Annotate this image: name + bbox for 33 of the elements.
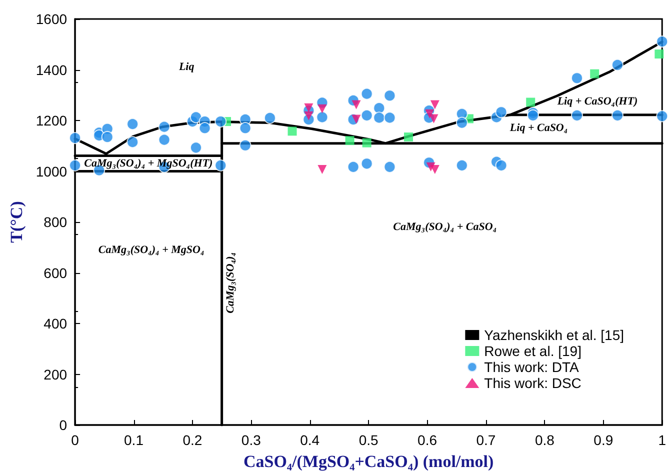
x-tick-label: 0 [71,432,80,448]
y-tick-label: 0 [59,417,68,433]
annotation: CaMg₃(SO₄)₄ [224,252,237,314]
x-tick-label: 0.3 [241,432,262,448]
x-axis-title: CaSO₄/(MgSO₄+CaSO₄) (mol/mol) [243,452,494,471]
legend-label: Rowe et al. [19] [484,343,582,359]
x-tick-label: 0.6 [418,432,438,448]
y-axis-title: T(°C) [7,201,26,243]
x-tick-label: 0.2 [182,432,202,448]
x-tick-label: 0.4 [300,432,320,448]
legend-label: This work: DTA [484,359,580,375]
y-tick-label: 1600 [36,11,68,27]
y-tick-label: 200 [44,366,68,382]
y-tick-label: 400 [44,316,68,332]
annotation: CaMg₃(SO₄)₄ + MgSO₄ [98,244,204,256]
y-tick-label: 800 [44,214,68,230]
annotation: Liq + CaSO₄ [508,122,568,134]
y-tick-label: 600 [44,264,68,281]
y-tick-label: 1000 [36,163,68,180]
x-tick-label: 0.9 [594,432,614,448]
legend-label: Yazhenskikh et al. [15] [484,327,624,343]
y-tick-label: 1200 [36,112,68,128]
x-tick-label: 0.7 [476,432,496,448]
legend-label: This work: DSC [484,375,582,391]
x-tick-label: 0.5 [358,432,379,448]
x-tick-label: 0.1 [124,432,144,448]
annotation: Liq + CaSO₄(HT) [556,95,638,108]
x-tick-label: 0.8 [534,432,555,448]
annotation: CaMg₃(SO₄)₄ + CaSO₄ [393,221,497,234]
y-tick-label: 1400 [36,62,68,78]
annotation: Liq [178,61,195,74]
annotation: CaMg₃(SO₄)₄ + MgSO₄(HT) [84,157,213,170]
x-tick-label: 1 [658,432,666,448]
